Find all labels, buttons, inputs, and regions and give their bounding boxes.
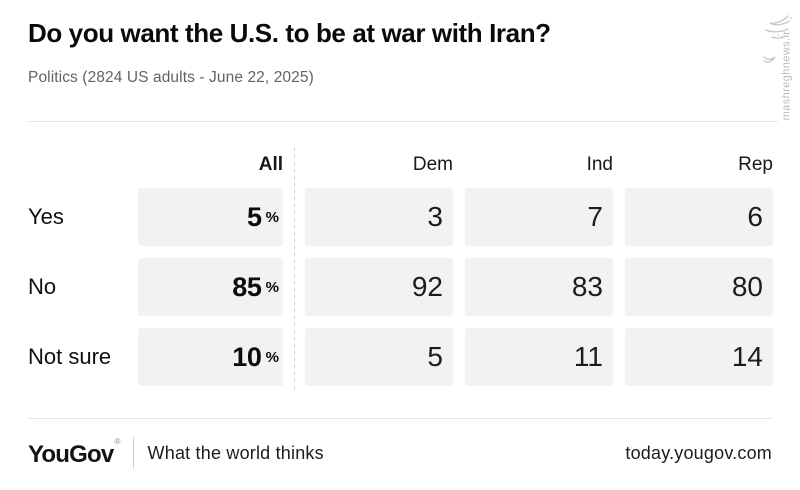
table-row: No 85 % 92 83 80 [28,258,773,316]
percent-sign: % [265,348,279,366]
cell-yes-ind: 7 [465,188,613,246]
row-label-yes: Yes [28,204,64,229]
cell-no-all: 85 % [138,258,283,316]
column-header-rep: Rep [738,154,773,175]
value-yes-all: 5 [246,201,262,232]
cell-notsure-rep: 14 [625,328,773,386]
poll-subtitle: Politics (2824 US adults - June 22, 2025… [28,69,314,86]
row-label-no: No [28,274,57,299]
value-no-rep: 80 [731,271,763,302]
value-notsure-rep: 14 [731,341,763,372]
value-yes-ind: 7 [587,201,603,232]
row-label-not-sure: Not sure [28,344,112,369]
all-vs-party-dashed-divider [294,148,295,393]
percent-sign: % [265,278,279,296]
value-yes-rep: 6 [747,201,763,232]
watermark-signature-icon [763,15,792,63]
value-no-dem: 92 [411,271,443,302]
value-notsure-ind: 11 [573,341,603,372]
cell-no-dem: 92 [305,258,453,316]
cell-yes-dem: 3 [305,188,453,246]
cell-yes-rep: 6 [625,188,773,246]
page-title: Do you want the U.S. to be at war with I… [28,18,551,48]
value-notsure-dem: 5 [427,341,443,372]
results-table: All Dem Ind Rep Yes 5 % 3 7 6 No 85 [28,150,773,398]
trademark-icon: ® [114,437,120,446]
value-yes-dem: 3 [427,201,443,232]
column-header-dem: Dem [412,154,453,175]
column-header-ind: Ind [586,154,613,175]
table-header-row: All Dem Ind Rep [28,150,773,176]
footer-tagline: What the world thinks [147,442,324,463]
footer-divider [28,418,772,419]
cell-notsure-all: 10 % [138,328,283,386]
table-row: Not sure 10 % 5 11 14 [28,328,773,386]
value-notsure-all: 10 [232,341,262,372]
value-no-ind: 83 [571,271,603,302]
cell-notsure-ind: 11 [465,328,613,386]
cell-notsure-dem: 5 [305,328,453,386]
footer: YouGov® What the world thinks today.youg… [28,434,772,472]
yougov-logo: YouGov® [28,437,120,468]
percent-sign: % [265,208,279,226]
footer-vertical-rule [132,437,134,469]
cell-no-ind: 83 [465,258,613,316]
cell-yes-all: 5 % [138,188,283,246]
table-row: Yes 5 % 3 7 6 [28,188,773,246]
footer-url: today.yougov.com [625,442,772,463]
cell-no-rep: 80 [625,258,773,316]
top-divider [28,121,778,122]
column-header-all: All [258,154,283,175]
value-no-all: 85 [232,271,262,302]
